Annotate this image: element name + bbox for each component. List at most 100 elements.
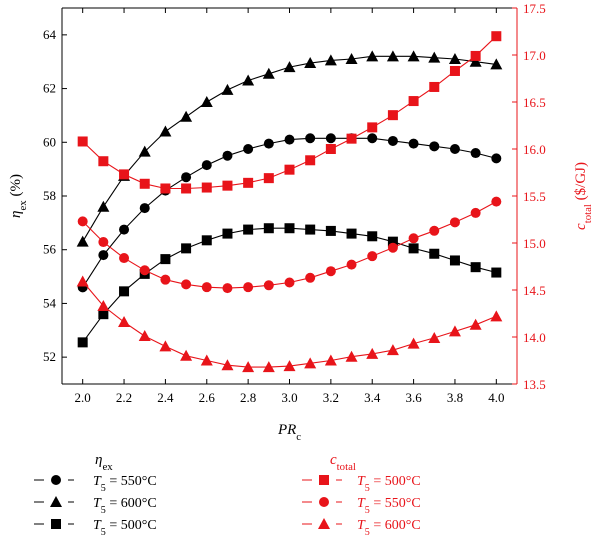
legend-square-marker <box>51 519 61 529</box>
circle-point <box>263 138 274 149</box>
circle-point <box>449 217 460 228</box>
legend-triangle-marker <box>50 496 62 507</box>
x-axis-title: PRc <box>277 422 301 443</box>
circle-point <box>98 250 109 261</box>
square-point <box>243 177 254 188</box>
x-tick-label: 2.6 <box>199 390 216 405</box>
triangle-point <box>97 200 110 212</box>
square-point <box>325 225 336 236</box>
triangle-point <box>159 340 172 352</box>
circle-point <box>181 279 192 290</box>
square-point <box>160 183 171 194</box>
triangle-point <box>324 54 337 66</box>
y-left-tick-label: 54 <box>43 295 57 310</box>
circle-point <box>263 280 274 291</box>
series-line <box>82 281 497 368</box>
circle-point <box>284 134 295 145</box>
x-tick-label: 3.8 <box>447 390 463 405</box>
legend-item-label: T5 = 600°C <box>357 518 421 538</box>
triangle-point <box>283 360 296 372</box>
triangle-point <box>76 275 89 287</box>
circle-point <box>470 148 481 159</box>
legend-item-label: T5 = 600°C <box>93 496 157 516</box>
x-tick-label: 3.2 <box>323 390 339 405</box>
circle-point <box>119 224 130 235</box>
triangle-point <box>180 110 193 122</box>
y-right-tick-label: 15.0 <box>523 236 546 251</box>
triangle-point <box>428 51 441 63</box>
y-right-tick-label: 13.5 <box>523 377 546 392</box>
y-right-tick-label: 14.0 <box>523 330 546 345</box>
square-point <box>491 31 502 42</box>
circle-point <box>243 282 254 293</box>
triangle-point <box>262 67 275 79</box>
triangle-point <box>366 50 379 62</box>
x-tick-label: 3.4 <box>364 390 381 405</box>
triangle-point <box>76 235 89 247</box>
square-point <box>222 180 233 191</box>
x-tick-label: 4.0 <box>488 390 504 405</box>
triangle-point <box>138 330 151 342</box>
triangle-point <box>448 53 461 65</box>
triangle-point <box>242 74 255 86</box>
triangle-point <box>200 354 213 366</box>
square-point <box>470 50 481 61</box>
square-point <box>387 110 398 121</box>
triangle-point <box>428 331 441 343</box>
y-left-axis-title: ηex (%) <box>8 174 29 218</box>
square-point <box>119 169 130 180</box>
square-point <box>263 173 274 184</box>
circle-point <box>325 133 336 144</box>
square-point <box>367 231 378 242</box>
legend-item-label: T5 = 500°C <box>93 518 157 538</box>
y-right-tick-label: 15.5 <box>523 189 546 204</box>
triangle-point <box>180 349 193 361</box>
square-point <box>429 248 440 259</box>
triangle-point <box>242 361 255 373</box>
y-right-tick-label: 17.0 <box>523 48 546 63</box>
square-point <box>222 228 233 239</box>
triangle-point <box>448 325 461 337</box>
triangle-point <box>304 357 317 369</box>
square-point <box>263 223 274 234</box>
triangle-point <box>386 50 399 62</box>
square-point <box>387 236 398 247</box>
y-left-tick-label: 62 <box>43 81 56 96</box>
square-point <box>367 122 378 133</box>
legend-item-label: T5 = 550°C <box>357 496 421 516</box>
circle-point <box>284 277 295 288</box>
circle-point <box>305 272 316 283</box>
square-point <box>449 65 460 76</box>
square-point <box>201 235 212 246</box>
y-right-tick-label: 16.0 <box>523 142 546 157</box>
square-point <box>325 144 336 154</box>
series-eta-ex-1 <box>76 50 503 247</box>
triangle-point <box>283 61 296 73</box>
triangle-point <box>386 344 399 356</box>
square-point <box>449 255 460 266</box>
legend-item-label: T5 = 500°C <box>357 474 421 494</box>
triangle-point <box>118 315 131 327</box>
legend-item-label: T5 = 550°C <box>93 474 157 494</box>
square-point <box>119 286 130 297</box>
square-point <box>284 164 295 175</box>
circle-point <box>387 242 398 253</box>
square-point <box>181 243 192 254</box>
triangle-point <box>490 310 503 322</box>
triangle-point <box>200 96 213 107</box>
legend-square-marker <box>319 475 329 485</box>
square-point <box>243 224 254 235</box>
y-right-tick-label: 17.5 <box>523 1 546 16</box>
triangle-point <box>366 347 379 359</box>
circle-point <box>367 133 378 144</box>
legend-triangle-marker <box>318 518 330 529</box>
y-right-axis-title: ctotal ($/GJ) <box>573 162 594 230</box>
square-point <box>305 155 316 166</box>
triangle-point <box>345 53 358 65</box>
circle-point <box>429 225 440 236</box>
circle-point <box>201 160 212 171</box>
square-point <box>429 81 440 92</box>
square-point <box>491 267 502 278</box>
square-point <box>305 224 316 235</box>
